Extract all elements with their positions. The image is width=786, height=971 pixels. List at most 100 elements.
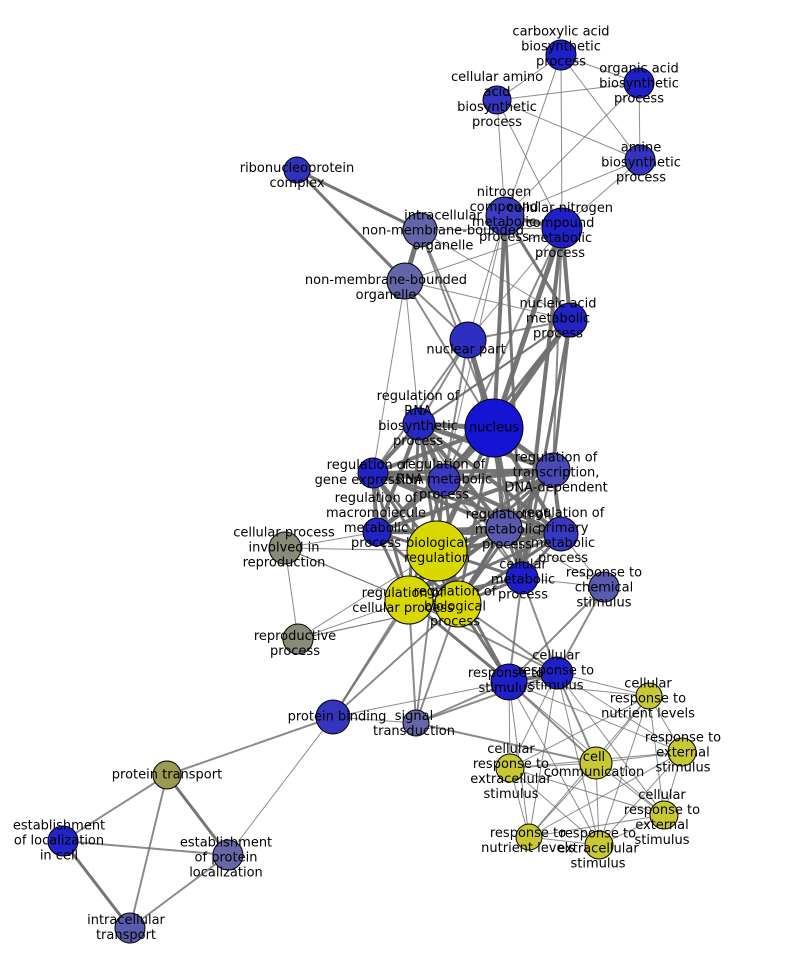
graph-edge (560, 54, 641, 161)
graph-edge (442, 478, 563, 536)
graph-edge (508, 681, 683, 753)
graph-edge (295, 168, 422, 232)
graph-node[interactable] (47, 825, 79, 857)
graph-edge (61, 839, 132, 930)
graph-node[interactable] (402, 212, 438, 248)
graph-node[interactable] (402, 709, 430, 737)
graph-node[interactable] (584, 830, 614, 860)
graph-node[interactable] (427, 463, 461, 497)
graph-edge (504, 159, 641, 217)
graph-node[interactable] (543, 516, 579, 552)
graph-node[interactable] (357, 457, 389, 489)
graph-node[interactable] (490, 663, 528, 701)
graph-node[interactable] (515, 823, 543, 851)
graph-edge (551, 318, 572, 472)
graph-node[interactable] (624, 144, 656, 176)
graph-edge (165, 773, 230, 857)
graph-node[interactable] (579, 746, 613, 780)
graph-edge (467, 215, 506, 341)
graph-edge (560, 54, 563, 229)
graph-edge (598, 751, 683, 846)
graph-edge (417, 422, 563, 536)
graph-edge (598, 695, 650, 846)
graph-edge (415, 672, 558, 724)
graph-node[interactable] (384, 575, 434, 625)
graph-edge (521, 577, 558, 674)
graph-node[interactable] (541, 207, 583, 249)
graph-edge (492, 214, 507, 430)
graph-node[interactable] (545, 39, 577, 71)
graph-edge (407, 422, 421, 602)
graph-edge (166, 716, 334, 776)
graph-edge (62, 774, 168, 842)
graph-edge (372, 280, 406, 474)
graph-node[interactable] (449, 321, 487, 359)
graph-edge (227, 716, 334, 856)
graph-edge (375, 530, 563, 536)
graph-node[interactable] (667, 737, 697, 767)
graph-edge (419, 229, 571, 321)
graph-node[interactable] (386, 262, 424, 300)
graph-edge (371, 471, 563, 536)
graph-edge (508, 681, 650, 697)
graph-node[interactable] (535, 452, 571, 488)
graph-node[interactable] (649, 800, 679, 830)
graph-edge (332, 681, 510, 718)
graph-node[interactable] (315, 699, 351, 735)
graph-edge (556, 672, 683, 753)
graph-edge (415, 722, 597, 764)
graph-edge (503, 527, 605, 588)
graph-edge (504, 82, 640, 217)
graph-node[interactable] (406, 520, 468, 582)
graph-edge (404, 280, 420, 425)
graph-node[interactable] (152, 760, 182, 790)
graph-node[interactable] (283, 156, 311, 184)
graph-node[interactable] (635, 682, 663, 710)
graph-node[interactable] (482, 85, 512, 115)
graph-edge (509, 767, 665, 816)
graph-edge (404, 227, 563, 282)
graph-node[interactable] (268, 531, 302, 565)
graph-node[interactable] (485, 509, 523, 547)
graph-edge (129, 774, 168, 929)
graph-node[interactable] (495, 753, 525, 783)
graph-edge (129, 854, 229, 929)
graph-edge (372, 339, 469, 474)
graph-edge (528, 762, 597, 838)
graph-edge (509, 672, 558, 769)
edges-layer (61, 54, 683, 930)
graph-node[interactable] (623, 67, 655, 99)
graph-node[interactable] (485, 196, 525, 236)
graph-node[interactable] (588, 571, 620, 603)
graph-edge (509, 767, 600, 846)
graph-edge (504, 54, 562, 217)
graph-node[interactable] (402, 407, 436, 441)
graph-edge (496, 82, 640, 101)
graph-node[interactable] (434, 580, 482, 628)
graph-edge (496, 99, 641, 161)
graph-edge (508, 681, 665, 816)
graph-node[interactable] (505, 561, 539, 595)
graph-edge (371, 468, 555, 475)
graph-node[interactable] (552, 302, 588, 338)
nodes-layer (47, 39, 697, 944)
graph-node[interactable] (362, 517, 392, 547)
graph-node[interactable] (540, 656, 574, 690)
graph-edge (528, 751, 683, 838)
graph-edge (404, 280, 571, 321)
graph-edge (332, 603, 459, 718)
graph-edge (528, 672, 558, 838)
graph-node[interactable] (464, 398, 524, 458)
graph-edge (419, 229, 469, 341)
graph-edge (509, 695, 650, 769)
graph-node[interactable] (114, 912, 146, 944)
graph-edge (508, 681, 597, 764)
graph-node[interactable] (212, 839, 244, 871)
graph-edge (295, 168, 407, 283)
graph-edge (62, 840, 229, 856)
graph-edge (496, 99, 563, 229)
graph-node[interactable] (282, 623, 314, 655)
graph-edge (508, 586, 605, 683)
graph-edge (552, 227, 563, 471)
